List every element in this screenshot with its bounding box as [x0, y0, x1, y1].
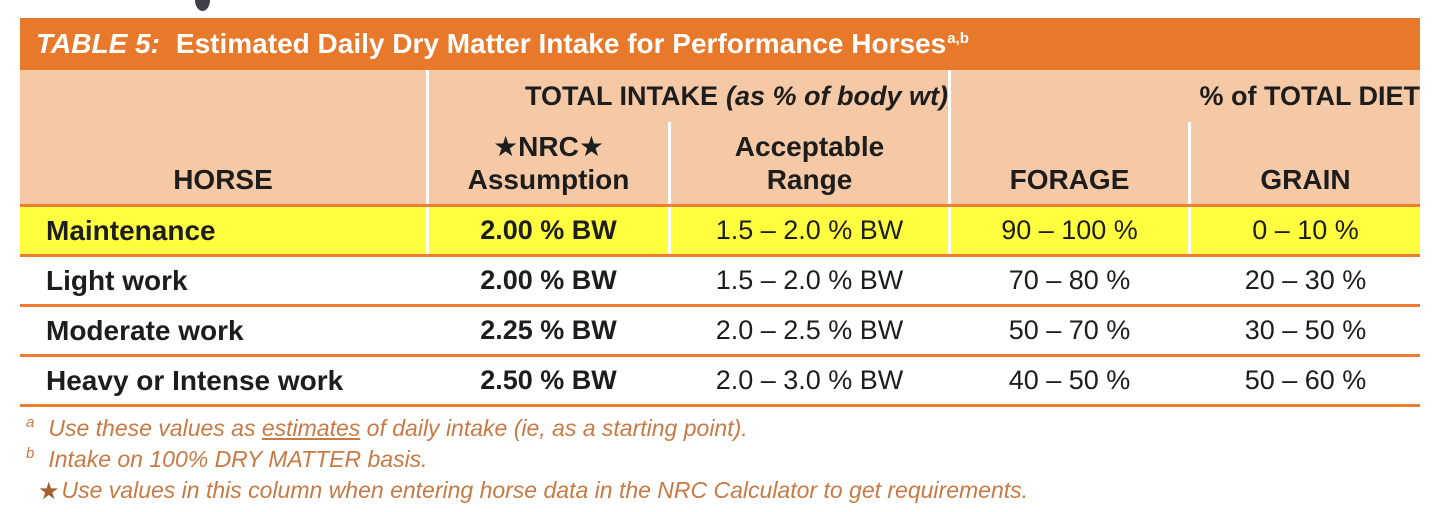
star-icon: ★	[38, 478, 60, 505]
grain-cell: 50 – 60 %	[1188, 357, 1420, 404]
nrc-cell: 2.50 % BW	[426, 357, 668, 404]
column-header-forage: FORAGE	[948, 122, 1188, 204]
forage-cell: 70 – 80 %	[948, 257, 1188, 304]
forage-cell: 40 – 50 %	[948, 357, 1188, 404]
group-header-total-intake: TOTAL INTAKE (as % of body wt)	[426, 70, 948, 122]
range-cell: 1.5 – 2.0 % BW	[668, 257, 948, 304]
group-header-total-diet: % of TOTAL DIET	[948, 70, 1420, 122]
horse-cell: Heavy or Intense work	[46, 364, 344, 396]
footnote-b-marker: b	[26, 445, 35, 463]
column-header-acceptable-range: Acceptable Range	[668, 122, 948, 204]
column-header-nrc-assumption: ★NRC★ Assumption	[426, 122, 668, 204]
nrc-cell: 2.00 % BW	[426, 257, 668, 304]
table-row-heavy-work: Heavy or Intense work 2.50 % BW 2.0 – 3.…	[20, 354, 1420, 404]
dry-matter-intake-table: TABLE 5: Estimated Daily Dry Matter Inta…	[20, 18, 1420, 507]
table-number-label: TABLE 5:	[36, 28, 160, 59]
footnote-star: ★Use values in this column when entering…	[38, 477, 1029, 505]
title-footnote-marker: a,b	[947, 29, 969, 47]
range-cell: 2.0 – 2.5 % BW	[668, 307, 948, 354]
footnotes: a Use these values as estimates of daily …	[20, 407, 1420, 507]
horse-cell: Light work	[46, 264, 188, 296]
table-title-bar: TABLE 5: Estimated Daily Dry Matter Inta…	[20, 18, 1420, 70]
grain-cell: 0 – 10 %	[1188, 207, 1420, 254]
table-row-maintenance: Maintenance 2.00 % BW 1.5 – 2.0 % BW 90 …	[20, 204, 1420, 254]
forage-cell: 50 – 70 %	[948, 307, 1188, 354]
range-cell: 2.0 – 3.0 % BW	[668, 357, 948, 404]
table-header: TOTAL INTAKE (as % of body wt) % of TOTAL…	[20, 70, 1420, 204]
footnote-a-underlined-word: estimates	[261, 415, 361, 441]
horse-cell: Maintenance	[46, 214, 216, 246]
table-row-light-work: Light work 2.00 % BW 1.5 – 2.0 % BW 70 –…	[20, 254, 1420, 304]
range-cell: 1.5 – 2.0 % BW	[668, 207, 948, 254]
group-header-total-diet-label: % of TOTAL DIET	[1199, 81, 1421, 111]
column-header-grain: GRAIN	[1188, 122, 1420, 204]
table-row-moderate-work: Moderate work 2.25 % BW 2.0 – 2.5 % BW 5…	[20, 304, 1420, 354]
nrc-star-label: ★NRC★	[493, 131, 604, 162]
header-spacer	[20, 70, 426, 122]
column-header-horse: HORSE	[173, 164, 273, 195]
grain-cell: 30 – 50 %	[1188, 307, 1420, 354]
table-title-text: Estimated Daily Dry Matter Intake for Pe…	[175, 28, 969, 59]
cropped-glyph-artifact	[195, 0, 210, 11]
footnote-a: a Use these values as estimates of daily …	[26, 414, 748, 441]
footnote-a-marker: a	[26, 414, 35, 432]
horse-cell: Moderate work	[46, 314, 244, 346]
grain-cell: 20 – 30 %	[1188, 257, 1420, 304]
nrc-cell: 2.00 % BW	[426, 207, 668, 254]
footnote-b: b Intake on 100% DRY MATTER basis.	[26, 445, 428, 472]
nrc-cell: 2.25 % BW	[426, 307, 668, 354]
forage-cell: 90 – 100 %	[948, 207, 1188, 254]
group-header-total-intake-label: TOTAL INTAKE (as % of body wt)	[525, 81, 948, 111]
table-body: Maintenance 2.00 % BW 1.5 – 2.0 % BW 90 …	[20, 204, 1420, 407]
